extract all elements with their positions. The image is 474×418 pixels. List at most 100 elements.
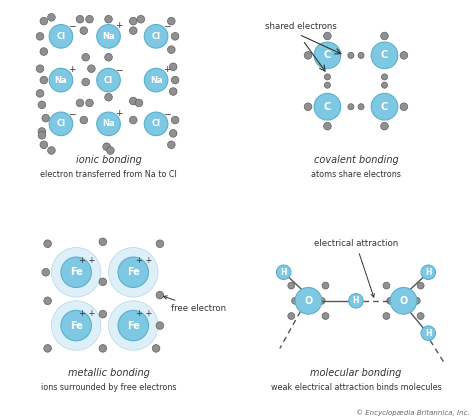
Circle shape bbox=[381, 32, 388, 40]
Text: Na: Na bbox=[55, 76, 67, 84]
Circle shape bbox=[42, 268, 50, 276]
Circle shape bbox=[400, 103, 408, 110]
Text: H: H bbox=[353, 296, 359, 305]
Circle shape bbox=[171, 116, 179, 124]
Circle shape bbox=[97, 25, 120, 48]
Text: C: C bbox=[324, 102, 331, 112]
Text: shared electrons: shared electrons bbox=[264, 22, 337, 31]
Text: Na: Na bbox=[102, 120, 115, 128]
Circle shape bbox=[61, 257, 91, 288]
Circle shape bbox=[137, 15, 145, 23]
Circle shape bbox=[413, 297, 420, 304]
Circle shape bbox=[152, 344, 160, 352]
Circle shape bbox=[40, 48, 48, 55]
Circle shape bbox=[348, 52, 354, 59]
Circle shape bbox=[167, 141, 175, 148]
Circle shape bbox=[129, 27, 137, 34]
Text: Cl: Cl bbox=[56, 32, 65, 41]
Circle shape bbox=[421, 326, 436, 340]
Circle shape bbox=[36, 33, 44, 40]
Text: molecular bonding: molecular bonding bbox=[310, 368, 401, 378]
Text: −: − bbox=[68, 109, 75, 118]
Circle shape bbox=[82, 78, 90, 86]
Circle shape bbox=[118, 257, 148, 288]
Text: Fe: Fe bbox=[127, 321, 140, 331]
Circle shape bbox=[88, 65, 95, 72]
Text: atoms share electrons: atoms share electrons bbox=[311, 170, 401, 179]
Text: Na: Na bbox=[150, 76, 163, 84]
Text: weak electrical attraction binds molecules: weak electrical attraction binds molecul… bbox=[271, 383, 441, 392]
Circle shape bbox=[169, 88, 177, 95]
Circle shape bbox=[38, 127, 46, 135]
Circle shape bbox=[82, 54, 90, 61]
Circle shape bbox=[156, 240, 164, 247]
Circle shape bbox=[76, 15, 84, 23]
Circle shape bbox=[371, 93, 398, 120]
Text: free electron: free electron bbox=[164, 296, 227, 313]
Circle shape bbox=[314, 93, 341, 120]
Circle shape bbox=[318, 297, 325, 304]
Circle shape bbox=[171, 76, 179, 84]
Circle shape bbox=[383, 313, 390, 319]
Circle shape bbox=[44, 240, 52, 247]
Circle shape bbox=[105, 93, 112, 101]
Circle shape bbox=[144, 112, 168, 136]
Circle shape bbox=[400, 51, 408, 59]
Text: Fe: Fe bbox=[127, 267, 140, 277]
Text: ions surrounded by free electrons: ions surrounded by free electrons bbox=[41, 383, 176, 392]
Circle shape bbox=[371, 42, 398, 69]
Circle shape bbox=[48, 147, 55, 154]
Text: electrical attraction: electrical attraction bbox=[314, 239, 398, 297]
Circle shape bbox=[383, 282, 390, 289]
Circle shape bbox=[86, 15, 93, 23]
Text: + +: + + bbox=[137, 309, 153, 318]
Circle shape bbox=[36, 65, 44, 72]
Text: Cl: Cl bbox=[152, 32, 161, 41]
Circle shape bbox=[49, 112, 73, 136]
Circle shape bbox=[99, 310, 107, 318]
Circle shape bbox=[40, 17, 48, 25]
Circle shape bbox=[118, 310, 148, 341]
Text: +: + bbox=[115, 109, 123, 118]
Circle shape bbox=[105, 54, 112, 61]
Circle shape bbox=[76, 99, 84, 107]
Text: −: − bbox=[115, 65, 123, 74]
Text: Fe: Fe bbox=[70, 321, 82, 331]
Circle shape bbox=[314, 42, 341, 69]
Circle shape bbox=[135, 99, 143, 107]
Circle shape bbox=[348, 104, 354, 110]
Circle shape bbox=[324, 74, 330, 80]
Text: + +: + + bbox=[80, 309, 96, 318]
Circle shape bbox=[129, 97, 137, 105]
Circle shape bbox=[358, 52, 364, 59]
Text: covalent bonding: covalent bonding bbox=[314, 155, 398, 165]
Circle shape bbox=[322, 313, 329, 319]
Circle shape bbox=[49, 25, 73, 48]
Circle shape bbox=[44, 344, 52, 352]
Text: Fe: Fe bbox=[70, 267, 82, 277]
Circle shape bbox=[80, 116, 88, 124]
Circle shape bbox=[169, 130, 177, 137]
Circle shape bbox=[86, 99, 93, 107]
Circle shape bbox=[52, 247, 101, 297]
Circle shape bbox=[387, 297, 393, 304]
Text: +: + bbox=[68, 65, 75, 74]
Circle shape bbox=[129, 17, 137, 25]
Circle shape bbox=[169, 63, 177, 71]
Circle shape bbox=[324, 32, 331, 40]
Text: +: + bbox=[163, 65, 171, 74]
Circle shape bbox=[109, 247, 158, 297]
Circle shape bbox=[167, 17, 175, 25]
Circle shape bbox=[417, 282, 424, 289]
Circle shape bbox=[107, 147, 114, 154]
Text: −: − bbox=[68, 21, 75, 30]
Circle shape bbox=[156, 322, 164, 329]
Circle shape bbox=[36, 89, 44, 97]
Text: H: H bbox=[425, 329, 431, 338]
Circle shape bbox=[80, 27, 88, 34]
Circle shape bbox=[421, 265, 436, 280]
Circle shape bbox=[382, 82, 388, 88]
Text: C: C bbox=[324, 50, 331, 60]
Circle shape bbox=[324, 82, 330, 88]
Circle shape bbox=[382, 74, 388, 80]
